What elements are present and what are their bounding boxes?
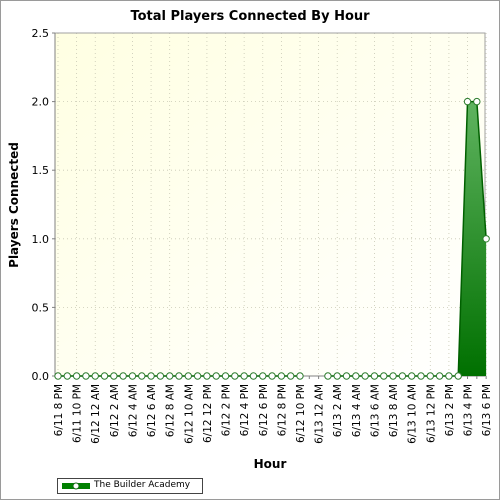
- data-point: [54, 372, 62, 380]
- data-point: [165, 372, 174, 380]
- data-point: [231, 372, 239, 380]
- data-point: [407, 372, 416, 380]
- data-point: [370, 372, 379, 380]
- data-point: [147, 372, 155, 380]
- data-point: [221, 372, 230, 380]
- y-tick-label: 2.0: [32, 96, 50, 109]
- data-point: [445, 372, 453, 380]
- data-point: [82, 372, 90, 380]
- data-point: [156, 372, 165, 380]
- data-point: [128, 372, 137, 380]
- x-tick-label: 6/12 12 PM: [202, 384, 214, 443]
- data-point: [463, 97, 472, 106]
- data-point: [249, 372, 258, 380]
- data-point: [398, 372, 407, 380]
- x-tick-label: 6/12 8 AM: [165, 384, 177, 437]
- data-point: [361, 372, 369, 380]
- data-point: [454, 372, 462, 380]
- data-point: [324, 372, 332, 380]
- x-tick-label: 6/12 12 AM: [90, 384, 102, 444]
- series-area: [327, 101, 487, 376]
- data-point: [193, 372, 202, 380]
- data-point: [417, 372, 425, 380]
- data-point: [435, 372, 444, 380]
- x-tick-label: 6/13 12 AM: [314, 384, 326, 444]
- data-point: [175, 372, 183, 380]
- data-point: [473, 97, 481, 106]
- x-tick-label: 6/13 4 AM: [351, 384, 363, 437]
- data-point: [277, 372, 286, 380]
- y-tick-label: 2.5: [32, 27, 50, 40]
- data-point: [91, 372, 99, 380]
- x-tick-label: 6/13 12 PM: [425, 384, 437, 443]
- data-point: [184, 372, 193, 380]
- data-point: [203, 372, 211, 380]
- x-tick-label: 6/12 6 AM: [146, 384, 158, 437]
- x-tick-label: 6/13 8 AM: [388, 384, 400, 437]
- x-tick-label: 6/11 8 PM: [53, 384, 65, 436]
- data-point: [333, 372, 341, 380]
- x-tick-label: 6/11 10 PM: [72, 384, 84, 443]
- data-point: [268, 372, 276, 380]
- data-point: [100, 372, 109, 380]
- x-tick-label: 6/13 6 AM: [369, 384, 381, 437]
- data-point: [380, 372, 388, 380]
- y-tick-label: 0.0: [32, 370, 50, 383]
- x-tick-label: 6/12 4 AM: [127, 384, 139, 437]
- chart-title: Total Players Connected By Hour: [130, 9, 370, 24]
- data-point: [352, 372, 360, 380]
- data-point: [259, 372, 267, 380]
- x-tick-label: 6/12 10 AM: [183, 384, 195, 444]
- data-point: [138, 372, 146, 380]
- x-tick-label: 6/13 10 AM: [407, 384, 419, 444]
- data-point: [426, 372, 434, 380]
- x-axis-label: Hour: [253, 457, 287, 471]
- legend-label: The Builder Academy: [94, 480, 191, 490]
- x-tick-label: 6/12 6 PM: [258, 384, 270, 436]
- data-point: [63, 372, 72, 380]
- x-tick-label: 6/12 10 PM: [295, 384, 307, 443]
- legend-swatch: [62, 482, 90, 490]
- x-tick-label: 6/13 2 AM: [332, 384, 344, 437]
- x-tick-label: 6/12 2 PM: [221, 384, 233, 436]
- y-tick-label: 1.0: [32, 233, 50, 246]
- data-point: [110, 372, 118, 380]
- x-tick-label: 6/13 6 PM: [481, 384, 493, 436]
- data-point: [240, 372, 248, 380]
- data-point: [286, 372, 295, 380]
- data-point: [296, 372, 304, 380]
- y-tick-label: 0.5: [32, 301, 50, 314]
- x-tick-label: 6/12 8 PM: [276, 384, 288, 436]
- data-point: [72, 372, 81, 380]
- x-tick-label: 6/12 2 AM: [109, 384, 121, 437]
- x-tick-label: 6/12 4 PM: [239, 384, 251, 436]
- legend: The Builder Academy: [57, 478, 203, 494]
- data-point: [119, 372, 127, 380]
- data-point: [342, 372, 351, 380]
- y-tick-label: 1.5: [32, 164, 50, 177]
- data-point: [482, 235, 490, 243]
- data-point: [212, 372, 220, 380]
- x-tick-label: 6/13 4 PM: [463, 384, 475, 436]
- data-point: [389, 372, 397, 380]
- x-tick-label: 6/13 2 PM: [444, 384, 456, 436]
- plot-area: [55, 33, 485, 376]
